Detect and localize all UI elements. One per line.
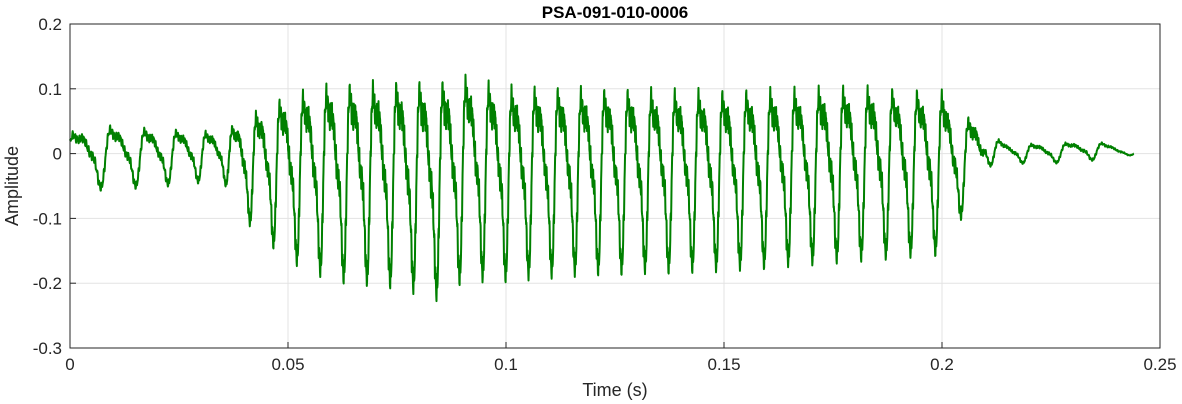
- plot-background: [70, 24, 1160, 348]
- y-tick-label: 0.1: [38, 80, 62, 99]
- y-tick-label: 0.2: [38, 15, 62, 34]
- x-tick-label: 0.1: [494, 355, 518, 374]
- x-tick-label: 0.05: [271, 355, 304, 374]
- chart-title: PSA-091-010-0006: [542, 3, 688, 22]
- y-tick-label: -0.3: [33, 339, 62, 358]
- waveform-line: [69, 73, 1135, 303]
- series: [69, 73, 1135, 303]
- ticks: 0 0.05 0.1 0.15 0.2 0.25 -0.3 -0.2 -0.1 0 0.1 0.2: [33, 15, 1177, 374]
- x-tick-label: 0.25: [1143, 355, 1176, 374]
- y-tick-label: 0: [53, 145, 62, 164]
- x-tick-label: 0: [65, 355, 74, 374]
- y-tick-label: -0.1: [33, 209, 62, 228]
- x-tick-label: 0.2: [930, 355, 954, 374]
- plot-frame: [69, 23, 1161, 349]
- y-axis-label: Amplitude: [2, 146, 22, 226]
- x-tick-label: 0.15: [707, 355, 740, 374]
- x-axis-label: Time (s): [582, 380, 647, 400]
- y-tick-label: -0.2: [33, 274, 62, 293]
